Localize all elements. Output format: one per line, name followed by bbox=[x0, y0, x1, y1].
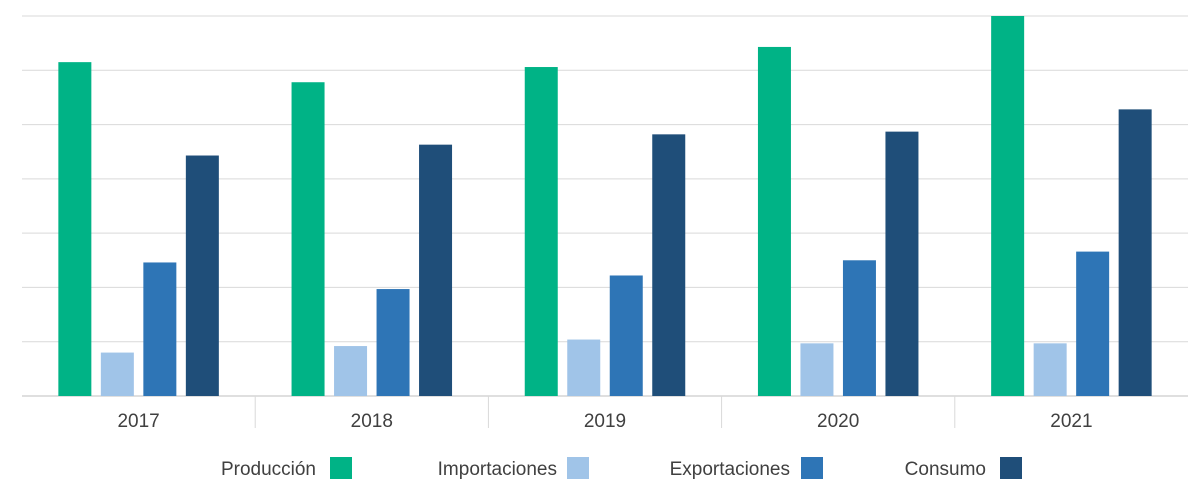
x-axis: 2017 2018 2019 2020 2021 bbox=[117, 396, 1093, 432]
legend-label: Consumo bbox=[905, 459, 986, 480]
legend-swatch bbox=[801, 457, 823, 479]
bar-consumo-2020 bbox=[885, 131, 919, 396]
bar-consumo-2018 bbox=[419, 144, 453, 396]
bar-exportaciones-2020 bbox=[842, 260, 876, 396]
x-tick-label: 2019 bbox=[584, 411, 626, 432]
bar-consumo-2021 bbox=[1118, 109, 1152, 396]
bar-producción-2019 bbox=[524, 67, 558, 397]
legend-label: Importaciones bbox=[438, 459, 557, 480]
x-tick-label: 2021 bbox=[1050, 411, 1092, 432]
legend-swatch bbox=[330, 457, 352, 479]
bar-exportaciones-2019 bbox=[609, 275, 643, 396]
legend-label: Producción bbox=[221, 459, 316, 480]
bar-importaciones-2018 bbox=[334, 346, 368, 396]
legend-swatch bbox=[1000, 457, 1022, 479]
bar-producción-2020 bbox=[757, 46, 791, 396]
x-tick-label: 2017 bbox=[117, 411, 159, 432]
bar-exportaciones-2018 bbox=[376, 289, 410, 396]
bar-producción-2018 bbox=[291, 82, 325, 396]
bar-producción-2017 bbox=[58, 62, 92, 397]
x-tick-label: 2020 bbox=[817, 411, 859, 432]
legend-swatch bbox=[567, 457, 589, 479]
bar-producción-2021 bbox=[991, 16, 1025, 396]
bar-importaciones-2019 bbox=[567, 339, 601, 396]
bar-exportaciones-2021 bbox=[1076, 251, 1110, 396]
bar-importaciones-2021 bbox=[1033, 343, 1067, 396]
x-tick-label: 2018 bbox=[351, 411, 393, 432]
bar-consumo-2019 bbox=[652, 134, 686, 397]
bar-importaciones-2017 bbox=[100, 352, 134, 396]
bar-importaciones-2020 bbox=[800, 343, 834, 396]
bar-exportaciones-2017 bbox=[143, 262, 177, 396]
legend: Producción Importaciones Exportaciones Cons… bbox=[221, 457, 1022, 480]
legend-label: Exportaciones bbox=[670, 459, 790, 480]
bar-consumo-2017 bbox=[185, 155, 219, 396]
bars bbox=[58, 16, 1152, 397]
